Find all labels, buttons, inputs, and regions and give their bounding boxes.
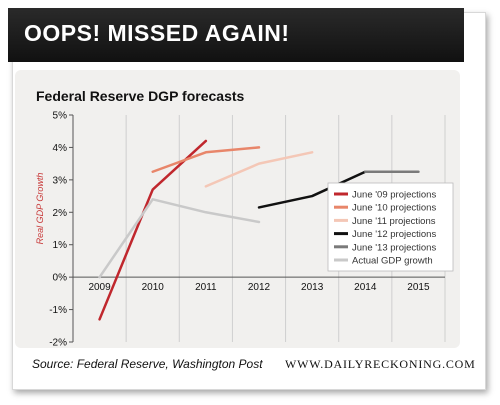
series-line <box>204 151 314 188</box>
series-line <box>257 170 367 209</box>
legend-label: June '09 projections <box>352 190 436 201</box>
brand-url: WWW.DAILYRECKONING.COM <box>285 357 476 371</box>
x-tick-label: 2015 <box>407 282 430 293</box>
series-line <box>98 139 208 321</box>
y-axis-label: Real GDP Growth <box>35 173 45 245</box>
y-tick-label: 3% <box>53 175 68 186</box>
legend-box <box>327 182 454 272</box>
series-line <box>151 146 261 173</box>
header-banner: OOPS! MISSED AGAIN! <box>8 8 464 62</box>
legend-label: June '11 projections <box>352 216 436 227</box>
series-line <box>98 198 261 279</box>
x-tick-label: 2013 <box>301 282 324 293</box>
y-tick-label: 4% <box>53 143 68 154</box>
legend-label: June '12 projections <box>352 229 436 240</box>
header-title: OOPS! MISSED AGAIN! <box>24 20 290 46</box>
y-tick-label: -2% <box>49 338 67 349</box>
legend-label: Actual GDP growth <box>352 256 433 267</box>
x-tick-label: 2014 <box>354 282 377 293</box>
y-tick-label: 0% <box>53 273 68 284</box>
source-note: Source: Federal Reserve, Washington Post <box>32 357 263 371</box>
y-tick-label: 1% <box>53 240 68 251</box>
x-tick-label: 2012 <box>248 282 271 293</box>
x-tick-label: 2011 <box>195 282 217 293</box>
legend-label: June '13 projections <box>352 242 436 253</box>
y-tick-label: 2% <box>53 208 68 219</box>
x-tick-label: 2010 <box>142 282 165 293</box>
legend-label: June '10 projections <box>352 203 436 214</box>
y-tick-label: 5% <box>53 111 68 122</box>
y-tick-label: -1% <box>49 305 67 316</box>
x-tick-label: 2009 <box>88 282 111 293</box>
chart-title: Federal Reserve DGP forecasts <box>36 88 245 104</box>
